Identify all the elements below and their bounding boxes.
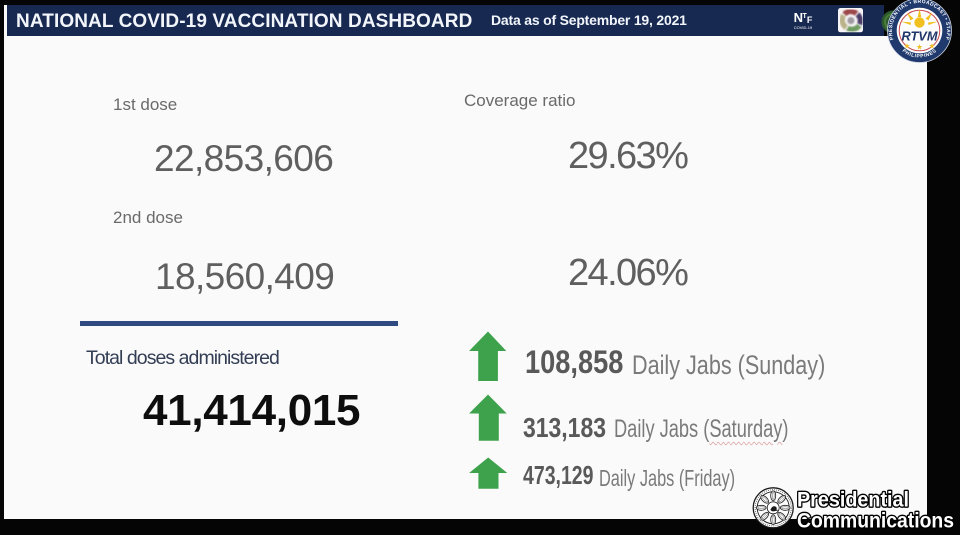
svg-text:Communications: Communications <box>797 509 954 533</box>
svg-text:RTVM: RTVM <box>902 29 939 44</box>
svg-text:★: ★ <box>929 42 936 51</box>
svg-text:★: ★ <box>904 42 911 51</box>
svg-text:★: ★ <box>916 43 923 52</box>
svg-text:Presidential: Presidential <box>797 488 909 512</box>
